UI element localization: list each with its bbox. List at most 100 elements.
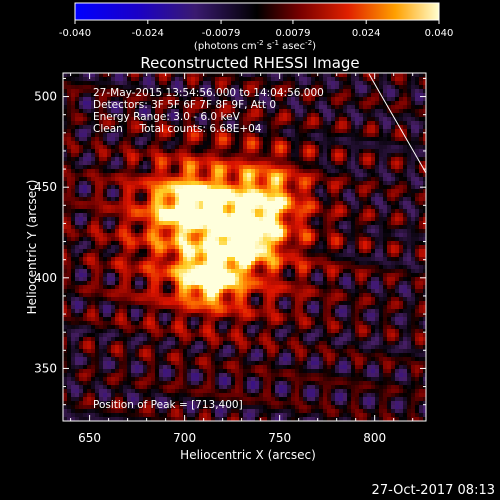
heatmap-cell bbox=[115, 97, 120, 102]
heatmap-cell bbox=[95, 261, 100, 266]
heatmap-cell bbox=[307, 137, 312, 142]
heatmap-cell bbox=[299, 137, 304, 142]
heatmap-cell bbox=[423, 121, 426, 126]
heatmap-cell bbox=[391, 93, 396, 98]
heatmap-cell bbox=[231, 161, 236, 166]
heatmap-cell bbox=[243, 177, 248, 182]
heatmap-cell bbox=[359, 137, 364, 142]
heatmap-cell bbox=[399, 105, 404, 110]
heatmap-cell bbox=[319, 257, 324, 262]
heatmap-cell bbox=[319, 197, 324, 202]
heatmap-cell bbox=[303, 181, 308, 186]
heatmap-cell bbox=[79, 141, 84, 146]
heatmap-cell bbox=[119, 145, 124, 150]
heatmap-cell bbox=[215, 217, 220, 222]
heatmap-cell bbox=[423, 233, 426, 238]
heatmap-cell bbox=[383, 137, 388, 142]
heatmap-cell bbox=[251, 137, 256, 142]
heatmap-cell bbox=[115, 133, 120, 138]
heatmap-cell bbox=[299, 81, 304, 86]
heatmap-cell bbox=[167, 265, 172, 270]
heatmap-cell bbox=[119, 277, 124, 282]
heatmap-cell bbox=[79, 233, 84, 238]
heatmap-cell bbox=[283, 269, 288, 274]
heatmap-cell bbox=[111, 253, 116, 258]
heatmap-cell bbox=[151, 193, 156, 198]
heatmap-cell bbox=[319, 237, 324, 242]
heatmap-cell bbox=[387, 273, 392, 278]
heatmap-cell bbox=[175, 141, 180, 146]
heatmap-cell bbox=[195, 233, 200, 238]
heatmap-cell bbox=[287, 229, 292, 234]
heatmap-cell bbox=[143, 237, 148, 242]
heatmap-cell bbox=[163, 129, 168, 134]
heatmap-cell bbox=[395, 109, 400, 114]
heatmap-cell bbox=[419, 225, 424, 230]
heatmap-cell bbox=[171, 177, 176, 182]
heatmap-cell bbox=[83, 241, 88, 246]
heatmap-cell bbox=[239, 137, 244, 142]
heatmap-cell bbox=[143, 217, 148, 222]
heatmap-cell bbox=[111, 205, 116, 210]
heatmap-cell bbox=[275, 97, 280, 102]
heatmap-cell bbox=[235, 153, 240, 158]
heatmap-cell bbox=[295, 133, 300, 138]
heatmap-cell bbox=[187, 165, 192, 170]
heatmap-cell bbox=[343, 265, 348, 270]
heatmap-cell bbox=[347, 169, 352, 174]
heatmap-cell bbox=[263, 213, 268, 218]
heatmap-cell bbox=[67, 113, 72, 118]
heatmap-cell bbox=[211, 257, 216, 262]
heatmap-cell bbox=[279, 73, 284, 78]
heatmap-cell bbox=[179, 165, 184, 170]
heatmap-cell bbox=[423, 73, 426, 78]
heatmap-cell bbox=[331, 169, 336, 174]
heatmap-cell bbox=[95, 209, 100, 214]
heatmap-cell bbox=[279, 81, 284, 86]
heatmap-cell bbox=[87, 253, 92, 258]
heatmap-cell bbox=[243, 77, 248, 82]
heatmap-cell bbox=[187, 269, 192, 274]
heatmap-cell bbox=[75, 281, 80, 286]
heatmap-cell bbox=[295, 241, 300, 246]
heatmap-cell bbox=[171, 245, 176, 250]
heatmap-cell bbox=[75, 253, 80, 258]
heatmap-cell bbox=[267, 85, 272, 90]
heatmap-cell bbox=[95, 245, 100, 250]
heatmap-cell bbox=[127, 101, 132, 106]
heatmap-cell bbox=[239, 221, 244, 226]
heatmap-cell bbox=[383, 181, 388, 186]
heatmap-cell bbox=[315, 133, 320, 138]
heatmap-cell bbox=[147, 125, 152, 130]
heatmap-cell bbox=[339, 181, 344, 186]
heatmap-cell bbox=[151, 213, 156, 218]
heatmap-cell bbox=[75, 245, 80, 250]
heatmap-cell bbox=[343, 125, 348, 130]
heatmap-cell bbox=[271, 273, 276, 278]
heatmap-cell bbox=[179, 169, 184, 174]
heatmap-cell bbox=[243, 169, 248, 174]
heatmap-cell bbox=[335, 217, 340, 222]
heatmap-cell bbox=[115, 169, 120, 174]
heatmap-cell bbox=[131, 93, 136, 98]
heatmap-cell bbox=[359, 205, 364, 210]
heatmap-cell bbox=[255, 205, 260, 210]
heatmap-cell bbox=[123, 97, 128, 102]
heatmap-cell bbox=[175, 261, 180, 266]
heatmap-cell bbox=[183, 245, 188, 250]
heatmap-cell bbox=[371, 137, 376, 142]
heatmap-cell bbox=[87, 225, 92, 230]
heatmap-cell bbox=[251, 233, 256, 238]
heatmap-cell bbox=[339, 197, 344, 202]
heatmap-cell bbox=[291, 213, 296, 218]
heatmap-cell bbox=[147, 253, 152, 258]
heatmap-cell bbox=[271, 161, 276, 166]
heatmap-cell bbox=[87, 289, 92, 294]
heatmap-cell bbox=[99, 189, 104, 194]
heatmap-cell bbox=[103, 241, 108, 246]
heatmap-cell bbox=[143, 233, 148, 238]
heatmap-cell bbox=[367, 141, 372, 146]
heatmap-cell bbox=[67, 253, 72, 258]
heatmap-cell bbox=[187, 261, 192, 266]
heatmap-cell bbox=[171, 97, 176, 102]
